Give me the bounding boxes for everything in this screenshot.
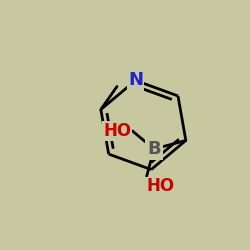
Text: N: N [128,72,143,90]
Text: HO: HO [147,178,175,196]
Text: B: B [147,140,161,158]
Text: HO: HO [103,122,131,140]
